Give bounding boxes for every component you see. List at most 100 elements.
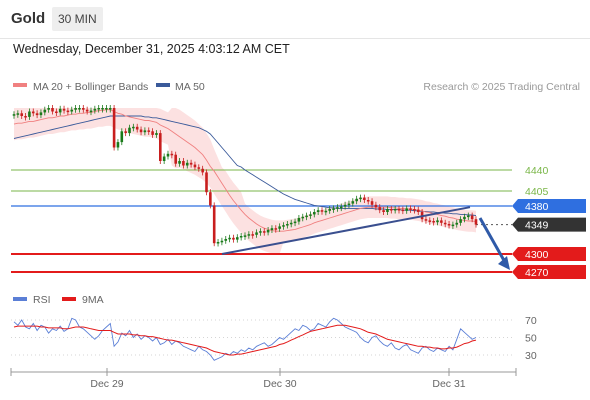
candle	[332, 208, 335, 210]
candle	[255, 232, 258, 235]
candle	[405, 208, 408, 211]
candle	[39, 112, 43, 116]
level-tag-4380	[512, 199, 586, 213]
candle	[343, 204, 347, 207]
candle	[428, 220, 432, 222]
candle	[89, 110, 93, 113]
candle	[151, 131, 154, 135]
candle	[124, 131, 127, 134]
candle	[470, 215, 474, 220]
rsi-tick-50: 50	[525, 333, 537, 345]
candle	[101, 108, 104, 110]
candle	[440, 220, 443, 223]
candle	[251, 234, 254, 236]
level-label-4300: 4300	[525, 249, 549, 261]
x-tick-label: Dec 31	[432, 378, 465, 390]
candle	[139, 129, 143, 133]
candle	[47, 108, 50, 110]
level-label-4380: 4380	[525, 201, 549, 213]
candle	[28, 111, 31, 117]
candle	[112, 108, 116, 148]
x-tick-label: Dec 29	[90, 378, 123, 390]
candle	[305, 215, 308, 218]
level-label-4440: 4440	[525, 165, 549, 177]
level-tag-4300	[512, 247, 586, 261]
candle	[378, 207, 382, 211]
candle	[12, 114, 16, 116]
candle	[55, 111, 58, 113]
ma9-legend-label: 9MA	[82, 294, 104, 306]
candle	[309, 214, 312, 216]
trendline	[221, 206, 471, 255]
candle	[266, 230, 270, 233]
candle	[193, 164, 197, 168]
candle	[297, 218, 301, 222]
candle	[351, 201, 355, 204]
candle	[78, 108, 81, 110]
timeframe-button[interactable]: 30 MIN	[52, 7, 103, 31]
candle	[443, 222, 447, 225]
candle	[197, 167, 201, 169]
candle	[390, 209, 393, 211]
candle	[467, 215, 470, 218]
candle	[20, 113, 23, 116]
candle	[328, 209, 331, 211]
candle	[97, 108, 100, 110]
candle	[463, 216, 466, 220]
candle	[147, 130, 151, 132]
candle	[108, 108, 112, 110]
candle	[205, 172, 208, 193]
candle	[363, 197, 366, 200]
rsi-ma9-line	[13, 324, 477, 356]
candle	[143, 130, 147, 133]
candle	[224, 239, 228, 241]
ma9-legend-swatch	[62, 297, 76, 301]
candle	[128, 127, 131, 134]
candle	[436, 220, 439, 223]
candle	[162, 156, 166, 161]
rsi-tick-70: 70	[525, 315, 537, 327]
candle	[370, 201, 374, 205]
candle	[16, 113, 20, 115]
x-tick-label: Dec 30	[263, 378, 296, 390]
candle	[216, 242, 220, 244]
candle	[413, 209, 416, 211]
candle	[105, 108, 108, 110]
price-panel: 4440 4405 4380 4349 4300 4270	[11, 105, 586, 279]
instrument-title: Gold	[11, 10, 46, 27]
candle	[220, 240, 224, 243]
candle	[85, 109, 89, 112]
candle	[185, 162, 189, 166]
rsi-legend-label: RSI	[33, 294, 51, 306]
indicator-legend: RSI 9MA	[13, 294, 104, 306]
ma20-legend-swatch	[13, 83, 27, 87]
candle	[232, 237, 235, 240]
candle	[416, 209, 420, 212]
candle	[397, 209, 401, 211]
research-credit: Research © 2025 Trading Central	[423, 81, 580, 93]
ma50-legend-swatch	[156, 83, 170, 87]
candle	[120, 131, 124, 143]
candle	[313, 212, 316, 215]
candle	[170, 153, 174, 156]
candle	[62, 108, 66, 111]
candle	[262, 231, 266, 233]
candle	[278, 226, 281, 229]
candle	[259, 231, 262, 233]
candle	[209, 192, 212, 206]
candle	[455, 222, 459, 225]
candle	[66, 110, 70, 113]
candle	[355, 198, 358, 202]
candle	[35, 113, 39, 116]
candle	[336, 207, 339, 209]
candle	[374, 204, 378, 208]
candle	[359, 197, 362, 200]
candle	[451, 224, 455, 227]
candle	[31, 111, 35, 114]
candle	[135, 126, 139, 130]
rsi-legend-swatch	[13, 297, 27, 301]
candle	[386, 209, 389, 212]
candle	[270, 228, 274, 230]
candle	[43, 109, 47, 113]
